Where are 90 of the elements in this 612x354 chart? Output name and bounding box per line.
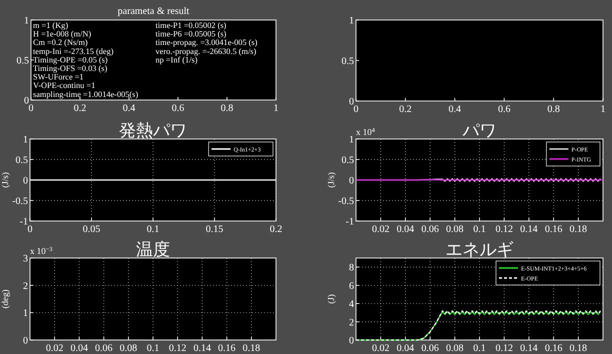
x-tick-label: 0.6 <box>172 103 184 114</box>
y-tick-label: 0.5 <box>16 56 29 66</box>
annotation: sampling-time =1.0014e-005(s) <box>33 90 138 99</box>
annotation: time-P6 =0.05005 (s) <box>156 30 227 39</box>
x-tick-label: 0.12 <box>495 224 513 235</box>
x-tick-label: 0.02 <box>372 343 390 354</box>
x-tick-label: 0.18 <box>570 224 588 235</box>
x-tick-label: 0.8 <box>220 103 234 114</box>
y-tick-label: 0 <box>24 96 29 106</box>
x-tick-label: 0.4 <box>448 104 462 115</box>
y-tick-label: 1 <box>349 16 354 26</box>
y-tick-label: 0.5 <box>16 155 28 166</box>
x-tick-label: 0.08 <box>446 343 464 354</box>
chart-title: 発熱パワ <box>119 121 187 141</box>
y-tick-label: -1 <box>346 216 354 228</box>
y-tick-label: 0 <box>23 176 28 186</box>
x-tick-label: 0.1 <box>146 343 160 354</box>
x-tick-label: 0.08 <box>446 224 464 235</box>
x-tick-label: 0.05 <box>82 224 100 235</box>
x-tick-label: 1 <box>600 104 606 115</box>
y-axis-title: (deg) <box>0 290 10 308</box>
x-tick-label: 0.06 <box>421 224 439 235</box>
x-tick-label: 0.16 <box>544 224 562 235</box>
y-tick-label: -0.5 <box>12 196 28 207</box>
x-tick-label: 0.12 <box>168 343 186 354</box>
y-tick-label: 2 <box>23 280 28 292</box>
annotation: Cm =0.2 (Ns/m) <box>33 38 88 48</box>
x-tick-label: 0.06 <box>95 343 113 354</box>
x-tick-label: 0.02 <box>372 224 390 235</box>
x-tick-label: 0.2 <box>74 103 86 114</box>
y-tick-label: 1 <box>349 134 354 146</box>
x-tick-label: 1 <box>274 103 278 114</box>
x-tick-label: 0.16 <box>544 343 562 354</box>
y-tick-label: 8 <box>349 262 354 274</box>
x-tick-label: 0.12 <box>495 343 513 354</box>
x-tick-label: 0.1 <box>146 224 160 235</box>
x-tick-label: 0.16 <box>218 343 236 354</box>
annotation: Timing-OPE =0.05 (s) <box>33 55 108 64</box>
x-tick-label: 0.04 <box>396 224 414 235</box>
x-tick-label: 0.14 <box>520 224 538 235</box>
y-tick-label: 0 <box>349 336 354 346</box>
x-tick-label: 0.6 <box>498 104 510 115</box>
y-tick-label: 6 <box>349 280 354 292</box>
x-tick-label: 0.04 <box>396 343 414 354</box>
text: x 10$^{−3}$ <box>30 246 52 256</box>
annotation: H =1e-008 (m/N) <box>33 30 92 39</box>
y-tick-label: 1 <box>23 134 28 146</box>
y-tick-label: 0.5 <box>342 155 354 166</box>
x-tick-label: 0.18 <box>242 343 260 354</box>
annotation: m =1 (Kg) <box>33 21 68 30</box>
x-tick-label: 0.04 <box>70 343 88 354</box>
annotation: np =Inf (1/s) <box>156 55 198 64</box>
x-tick-label: 0.02 <box>46 343 64 354</box>
y-tick-label: -1 <box>20 216 28 228</box>
chart-title: 温度 <box>136 240 170 260</box>
x-tick-label: 0.1 <box>473 224 486 235</box>
x-tick-label: 0.15 <box>206 224 224 235</box>
y-tick-label: 0.5 <box>342 56 354 67</box>
x-tick-label: 0.2 <box>270 224 282 235</box>
chart-title: パワ <box>462 121 496 141</box>
text: x 10$^{4}$ <box>356 126 376 137</box>
y-tick-label: 0 <box>349 176 354 186</box>
annotation: vero.-propag. =-26630.5 (m/s) <box>156 46 256 56</box>
annotation: temp-Ini =-273.15 (deg) <box>33 46 114 56</box>
y-tick-label: 1 <box>24 16 29 26</box>
annotation: time-P1 =0.05002 (s) <box>156 21 227 30</box>
annotation: V-OPE-continu =1 <box>33 81 96 90</box>
x-tick-label: 0.4 <box>122 103 136 114</box>
x-tick-label: 0.06 <box>421 343 439 354</box>
chart-title: parameta & result <box>118 6 190 17</box>
y-tick-label: 4 <box>349 299 354 310</box>
annotation: Timing-OFS =0.03 (s) <box>33 64 108 73</box>
chart-title: エネルギ <box>446 240 514 260</box>
y-tick-label: -0.5 <box>338 196 354 207</box>
x-tick-label: 0.08 <box>120 343 138 354</box>
x-tick-label: 0.1 <box>473 343 486 354</box>
annotation: SW-UForce =1 <box>33 72 84 82</box>
y-axis-title: (J/s) <box>326 172 336 188</box>
y-axis-title: (J) <box>326 294 336 304</box>
y-tick-label: 2 <box>349 317 354 328</box>
x-tick-label: 0.14 <box>520 343 538 354</box>
y-tick-label: 3 <box>23 254 28 264</box>
annotation: time-propag. =3.0041e-005 (s) <box>156 38 258 48</box>
x-tick-label: 0.2 <box>399 104 412 115</box>
y-tick-label: 1 <box>23 308 28 320</box>
x-tick-label: 0.8 <box>547 104 560 115</box>
y-axis-title: (J/s) <box>0 172 10 188</box>
x-tick-label: 0.14 <box>193 343 211 354</box>
x-tick-label: 0.18 <box>570 343 588 354</box>
y-tick-label: 0 <box>23 336 28 346</box>
